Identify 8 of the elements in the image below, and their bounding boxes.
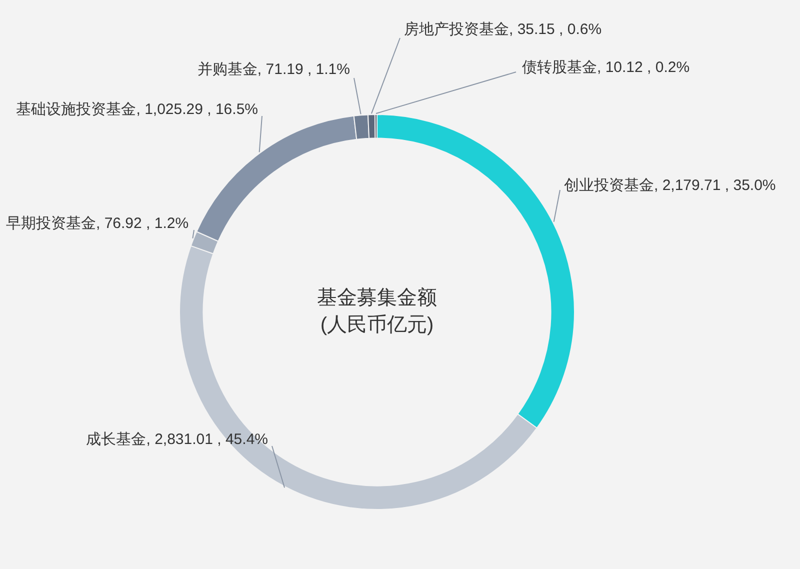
slice-label: 成长基金, 2,831.01 , 45.4% [86, 431, 268, 448]
slice-label: 房地产投资基金, 35.15 , 0.6% [404, 21, 602, 38]
slice-label: 债转股基金, 10.12 , 0.2% [522, 59, 690, 76]
slice-label: 并购基金, 71.19 , 1.1% [197, 61, 350, 78]
slice-label: 基础设施投资基金, 1,025.29 , 16.5% [16, 101, 258, 118]
slice-label: 早期投资基金, 76.92 , 1.2% [6, 215, 189, 232]
text: 基金募集金额 (人民币亿元) [317, 287, 437, 336]
slice-label: 创业投资基金, 2,179.71 , 35.0% [564, 177, 776, 194]
